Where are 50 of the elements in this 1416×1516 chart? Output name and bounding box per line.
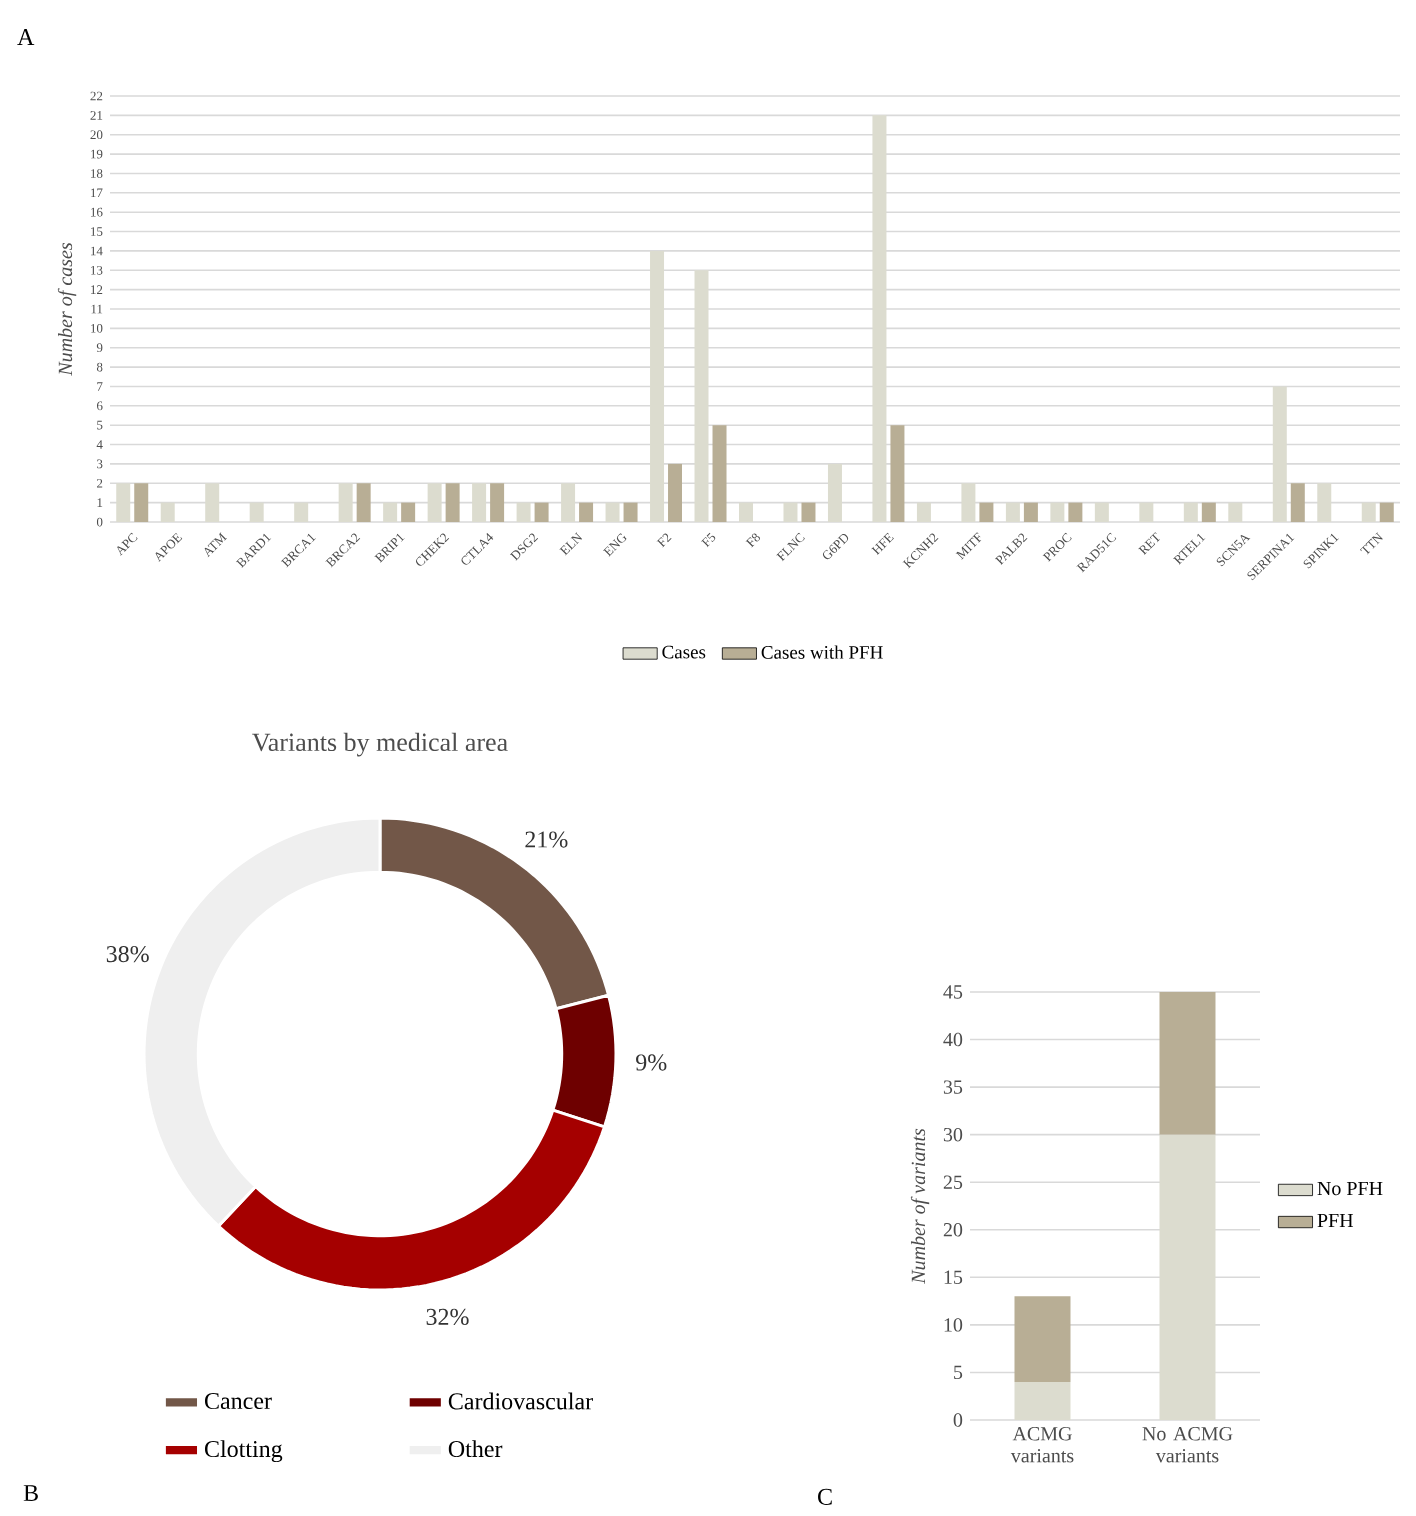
text: C (818, 1488, 832, 1505)
data-label: 21% (525, 831, 568, 848)
bar (445, 483, 460, 522)
y-tick-label: 45 (943, 985, 963, 999)
y-tick-label: 15 (944, 1270, 963, 1285)
bar (801, 502, 816, 522)
text: B (23, 1485, 38, 1501)
bar (356, 483, 371, 522)
legend-label: PFH (1317, 1213, 1354, 1228)
bar (1023, 502, 1038, 522)
text: A (17, 29, 35, 45)
y-axis-title: Number of variants (910, 1128, 930, 1284)
x-tick-label: ACMG variants (1010, 1427, 1074, 1463)
bar (1379, 502, 1394, 522)
legend-label: No PFH (1317, 1181, 1383, 1196)
bar (579, 502, 594, 522)
data-label: 9% (636, 1054, 667, 1071)
legend-label: Cardiovascular (448, 1392, 593, 1410)
y-tick-label: 25 (943, 1175, 963, 1189)
bar (534, 502, 549, 522)
y-tick-label: 5 (954, 1365, 963, 1380)
bar (712, 425, 727, 522)
bar (1201, 502, 1216, 522)
y-axis-title: Number of cases (57, 242, 77, 376)
y-tick-label: 0 (953, 1413, 963, 1427)
bar (668, 463, 683, 522)
bar (623, 502, 638, 522)
bar (1290, 483, 1305, 522)
bar (401, 502, 416, 522)
chart-title: Variants by medical area (252, 732, 508, 757)
bar (490, 483, 505, 522)
bar (890, 425, 905, 522)
bar (1014, 1296, 1071, 1382)
legend-label: Cases (662, 645, 706, 659)
y-tick-label: 30 (943, 1127, 963, 1142)
bar (134, 483, 149, 522)
bar (1068, 502, 1083, 522)
legend-label: Cancer (204, 1392, 272, 1410)
y-tick-label: 20 (943, 1223, 963, 1237)
legend-label: Clotting (204, 1440, 283, 1463)
bar (1159, 991, 1216, 1135)
data-label: 32% (426, 1308, 469, 1326)
y-tick-label: 40 (943, 1032, 963, 1047)
data-label: 38% (106, 945, 149, 963)
y-tick-label: 35 (943, 1080, 963, 1094)
legend-label: Cases with PFH (761, 645, 883, 659)
legend-label: Other (448, 1440, 503, 1458)
y-tick-label: 10 (944, 1318, 963, 1332)
bar (979, 502, 994, 522)
x-tick-label: No ACMG variants (1142, 1427, 1233, 1463)
